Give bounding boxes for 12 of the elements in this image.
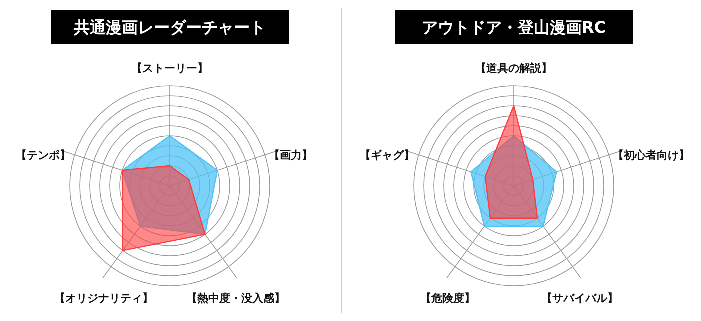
spoke-label: 【熱中度・没入感】 xyxy=(186,292,286,305)
spoke-label: 【テンポ】 xyxy=(16,149,71,162)
spoke-label: 【初心者向け】 xyxy=(613,149,690,162)
spoke-label: 【サバイバル】 xyxy=(541,292,618,305)
spoke-label: 【画力】 xyxy=(269,149,314,162)
spoke-label: 【ストーリー】 xyxy=(132,62,208,75)
spoke-label: 【オリジナリティ】 xyxy=(54,292,154,305)
chart-title: 共通漫画レーダーチャート xyxy=(73,18,266,37)
spoke-label: 【ギャグ】 xyxy=(360,149,415,162)
spoke-label: 【危険度】 xyxy=(420,292,476,305)
spoke-label: 【道具の解説】 xyxy=(476,62,552,75)
chart-title: アウトドア・登山漫画RC xyxy=(422,18,606,37)
